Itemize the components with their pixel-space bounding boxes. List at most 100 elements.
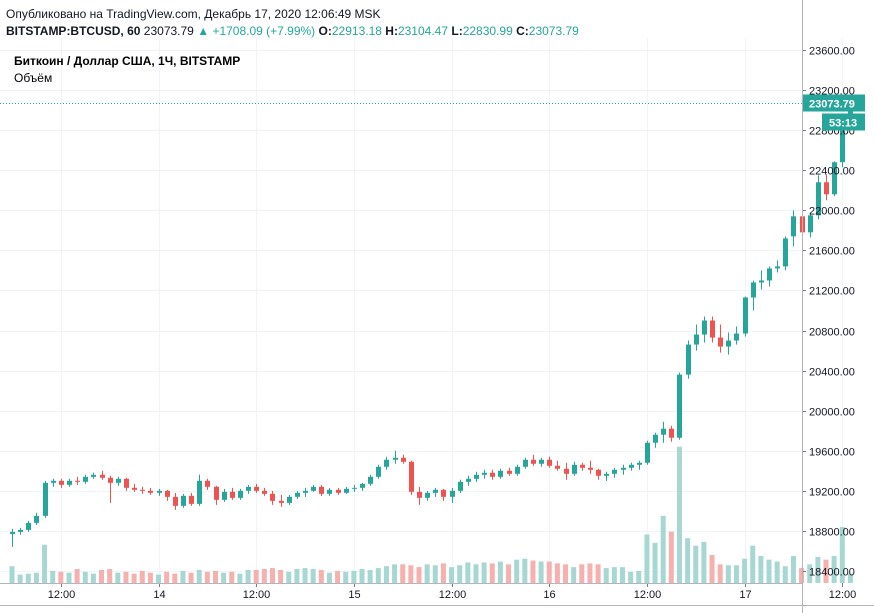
candle-body	[311, 486, 316, 491]
volume-bar	[123, 571, 129, 583]
change-arrow-icon: ▲	[197, 24, 210, 38]
y-tick-label: 22400.00	[809, 166, 855, 178]
volume-bar	[229, 571, 235, 583]
candle-body	[498, 470, 503, 477]
x-tick-label: 12:00	[829, 589, 857, 601]
volume-bar	[790, 555, 796, 583]
volume-bar	[831, 555, 837, 583]
candle-body	[287, 496, 292, 503]
volume-bar	[326, 572, 332, 583]
candle-body	[645, 442, 650, 463]
candle-body	[336, 489, 341, 493]
volume-bar	[17, 574, 23, 583]
volume-bar	[164, 571, 170, 583]
grid	[0, 38, 843, 583]
x-tick-label: 14	[153, 589, 165, 601]
volume-bar	[269, 568, 275, 583]
volume-bar	[587, 563, 593, 583]
candle-body	[450, 490, 455, 497]
volume-bar	[725, 565, 731, 583]
volume-bar	[847, 573, 853, 583]
open-label: O:	[318, 24, 332, 38]
candle-body	[132, 487, 137, 490]
candle-body	[238, 490, 243, 498]
volume-bar	[131, 573, 137, 583]
volume-bar	[25, 573, 31, 583]
volume-bar	[74, 569, 80, 583]
price-badges: 23073.79 53:13	[803, 94, 865, 131]
volume-bar	[33, 572, 39, 583]
candle-body	[409, 461, 414, 492]
candle-body	[783, 238, 788, 267]
volume-bar	[489, 563, 495, 583]
volume-bar	[375, 568, 381, 583]
volume-bar	[99, 569, 105, 583]
published-line: Опубликовано на TradingView.com, Декабрь…	[6, 7, 381, 21]
volume-bar	[685, 538, 691, 583]
candle-body	[417, 491, 422, 498]
volume-bar	[367, 569, 373, 583]
candle-body	[637, 462, 642, 465]
volume-bar	[432, 565, 438, 583]
candle-body	[612, 469, 617, 474]
candle-body	[694, 334, 699, 345]
candle-body	[75, 480, 80, 482]
candle-body	[214, 486, 219, 500]
volume-bar	[530, 560, 536, 583]
volume-bar	[538, 561, 544, 583]
candle-body	[702, 320, 707, 335]
y-tick-label: 18800.00	[809, 527, 855, 539]
volume-bar	[652, 542, 658, 583]
candle-body	[767, 268, 772, 281]
candle-body	[230, 491, 235, 498]
candle-body	[816, 182, 821, 216]
volume-bar	[440, 563, 446, 583]
volume-bar	[676, 446, 682, 583]
volume-bar	[522, 558, 528, 583]
candle-body	[393, 457, 398, 460]
candle-body	[124, 478, 129, 488]
volume-bar	[213, 570, 218, 583]
candle-body	[279, 500, 284, 503]
volume-bar	[188, 572, 194, 583]
candle-body	[653, 434, 658, 443]
candle-body	[547, 459, 552, 466]
candle-body	[621, 467, 626, 470]
candle-body	[734, 333, 739, 341]
volume-bar	[139, 570, 145, 583]
y-tick-label: 19200.00	[809, 487, 855, 499]
candle-body	[59, 480, 64, 485]
candle-body	[67, 480, 72, 485]
volume-bar	[668, 531, 674, 583]
candle-body	[295, 492, 300, 497]
candle-body	[376, 466, 381, 477]
candle-body	[840, 120, 845, 163]
volume-bar	[335, 570, 341, 583]
candle-body	[140, 489, 145, 491]
volume-bar	[839, 527, 845, 583]
y-tick-label: 20800.00	[809, 327, 855, 339]
volume-bar	[644, 534, 650, 583]
high-value: 23104.47	[397, 24, 449, 38]
candle-body	[83, 476, 88, 482]
y-tick-label: 23600.00	[809, 46, 855, 58]
volume-bar	[294, 569, 300, 583]
volume-bar	[359, 569, 365, 583]
candle-body	[425, 492, 430, 498]
volume-bar	[766, 559, 772, 583]
candles	[10, 99, 853, 547]
candle-body	[319, 486, 324, 494]
volume-bar	[310, 569, 316, 583]
x-tick-label: 15	[348, 589, 360, 601]
change-value: +1708.09 (+7.99%)	[212, 24, 316, 38]
low-value: 22830.99	[462, 24, 513, 38]
candle-body	[669, 428, 674, 438]
volume-bar	[807, 564, 813, 583]
volume-bar	[82, 571, 88, 583]
x-tick-label: 12:00	[634, 589, 662, 601]
candle-body	[148, 490, 153, 493]
volume-bar	[815, 556, 821, 583]
volume-bar	[774, 561, 780, 583]
